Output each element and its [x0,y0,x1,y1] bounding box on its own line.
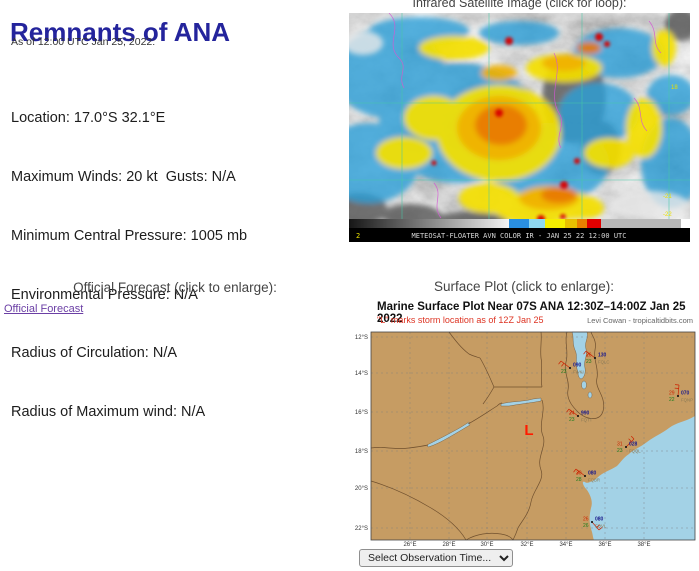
station-FWKI: 090 23 FWKI [558,360,584,375]
satellite-lat-labels: 18 -21 -22 [663,85,678,218]
official-forecast-caption: Official Forecast (click to enlarge): [73,280,277,295]
svg-text:080: 080 [588,471,597,477]
svg-text:28°E: 28°E [442,542,455,548]
satellite-image[interactable]: 18 -21 -22 2 METEOSAT-FLOATER AVN COLOR IR… [319,9,699,242]
svg-text:38°E: 38°E [637,542,650,548]
svg-text:36°E: 36°E [598,542,611,548]
observation-time-select[interactable]: Select Observation Time... [359,549,513,567]
svg-text:18: 18 [671,85,678,91]
svg-text:22: 22 [669,397,675,403]
satellite-caption: Infrared Satellite Image (click for loop… [412,0,627,10]
svg-text:130: 130 [598,353,607,359]
surface-plot-title: Marine Surface Plot Near 07S ANA 12:30Z–… [377,301,686,325]
map-borders [370,331,605,541]
satellite-banner-text: METEOSAT-FLOATER AVN COLOR IR - JAN 25 2… [412,232,627,240]
surface-plot-credit: Levi Cowan - tropicaltidbits.com [587,316,693,325]
svg-text:26: 26 [583,523,589,529]
map-ocean [582,416,695,540]
svg-text:028: 028 [629,442,638,448]
map-frame [370,331,696,541]
satellite-coastlines [388,12,662,219]
svg-text:30: 30 [576,471,582,477]
as-of-timestamp: As of 12:00 UTC Jan 25, 2022: [11,36,156,48]
satellite-latlon-grid [349,13,690,219]
svg-text:30°E: 30°E [480,542,493,548]
svg-text:28: 28 [576,477,582,483]
svg-text:18°S: 18°S [355,449,368,455]
svg-text:22°S: 22°S [355,526,368,532]
svg-text:26: 26 [583,517,589,523]
svg-text:080: 080 [595,517,604,523]
svg-text:32°E: 32°E [520,542,533,548]
svg-text:24: 24 [569,411,575,417]
svg-text:FQTT: FQTT [581,418,593,423]
map-gridlines [371,332,695,540]
storm-marker-L: L [524,422,533,439]
svg-text:23: 23 [617,448,623,454]
satellite-color-scale [349,219,690,228]
svg-text:FQLC: FQLC [598,360,609,365]
svg-text:-22: -22 [663,212,672,218]
surface-plot-note: "L" marks storm location as of 12Z Jan 2… [377,315,544,325]
svg-text:16°S: 16°S [355,410,368,416]
storm-details: Location: 17.0°S 32.1°E Maximum Winds: 2… [11,70,247,462]
storm-detail-env-pressure: Environmental Pressure: N/A [11,286,198,303]
svg-text:FQVL: FQVL [595,524,607,529]
svg-text:23: 23 [586,359,592,365]
map-lakes [426,331,593,448]
svg-text:23: 23 [561,369,567,375]
surface-plot-image[interactable]: 12°S 14°S 16°S 18°S 20°S 22°S 26°E 28°E 30°E 32°… [349,327,699,548]
svg-text:26°E: 26°E [403,542,416,548]
svg-text:990: 990 [581,411,590,417]
map-lat-tick-labels: 12°S 14°S 16°S 18°S 20°S 22°S [355,335,368,532]
svg-text:070: 070 [681,391,690,397]
map-lon-tick-labels: 26°E 28°E 30°E 32°E 34°E 36°E 38°E [403,542,650,548]
storm-detail-pressure: Minimum Central Pressure: 1005 mb [11,227,248,244]
svg-text:14°S: 14°S [355,371,368,377]
svg-text:FWKI: FWKI [573,370,584,375]
svg-text:FQQL: FQQL [629,449,641,454]
satellite-banner-left: 2 [356,232,360,240]
satellite-banner: 2 METEOSAT-FLOATER AVN COLOR IR - JAN 25… [349,228,690,242]
storm-detail-circulation: Radius of Circulation: N/A [11,345,178,362]
svg-text:26: 26 [586,353,592,359]
storm-detail-location: Location: 17.0°S 32.1°E [11,110,166,127]
page-title: Remnants of ANA [10,17,231,48]
official-forecast-link[interactable]: Official Forecast [4,303,84,315]
svg-text:12°S: 12°S [355,335,368,341]
svg-text:FQNP: FQNP [681,398,693,403]
svg-text:31: 31 [617,442,623,448]
surface-plot-caption: Surface Plot (click to enlarge): [433,279,615,294]
svg-text:23: 23 [569,417,575,423]
svg-text:FQBR: FQBR [588,478,600,483]
svg-text:20°S: 20°S [355,486,368,492]
storm-detail-max-wind-radius: Radius of Maximum wind: N/A [11,404,206,421]
storm-detail-winds: Maximum Winds: 20 kt Gusts: N/A [11,168,236,185]
svg-text:-21: -21 [663,194,672,200]
satellite-ir-graphic: 18 -21 -22 2 METEOSAT-FLOATER AVN COLOR IR… [319,9,699,242]
svg-text:29: 29 [669,391,675,397]
svg-text:34°E: 34°E [559,542,572,548]
svg-text:090: 090 [573,363,582,369]
